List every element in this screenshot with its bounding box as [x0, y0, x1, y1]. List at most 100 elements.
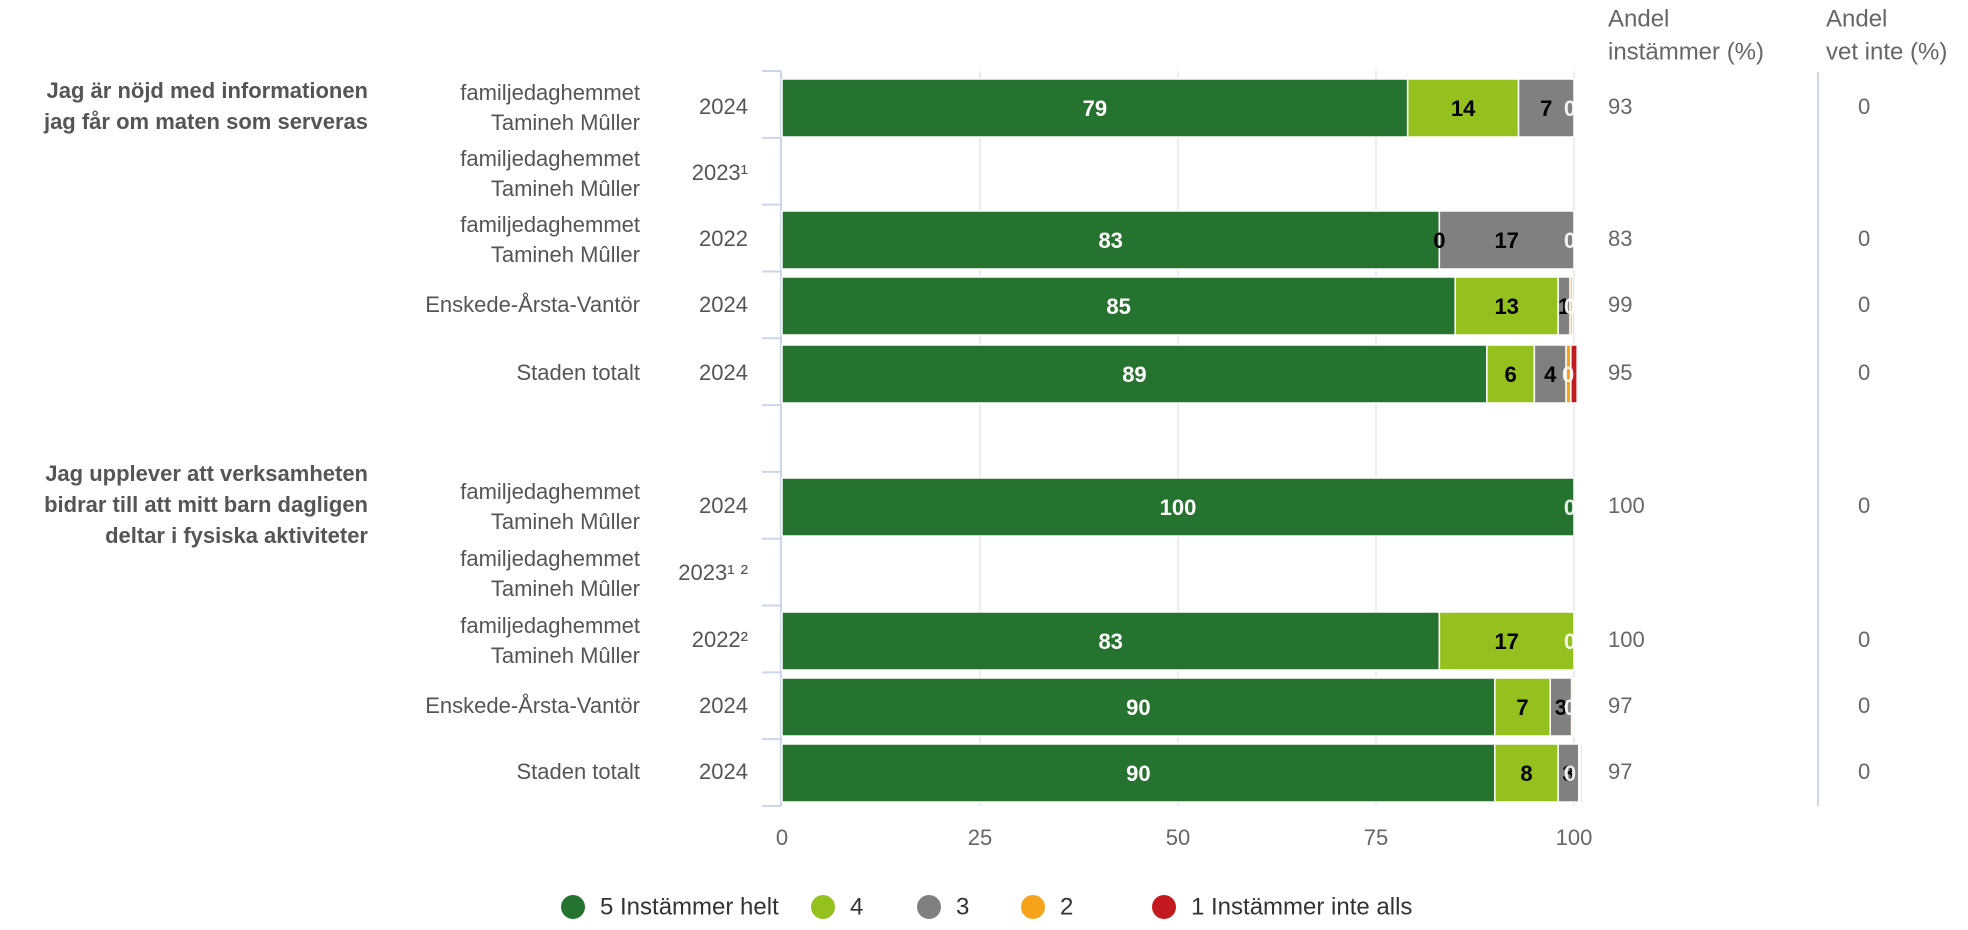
andel-vet-inte-value: 0 — [1858, 493, 1870, 518]
row-year-label: 2024 — [699, 693, 748, 718]
x-tick-label: 75 — [1364, 825, 1388, 850]
row-year-label: 2023¹ — [692, 160, 748, 185]
legend-label: 5 Instämmer helt — [600, 893, 779, 920]
row-year-label: 2022 — [699, 226, 748, 251]
andel-instammer-value: 93 — [1608, 94, 1632, 119]
bar-segment-4 — [1494, 743, 1559, 803]
andel-vet-inte-value: 0 — [1858, 292, 1870, 317]
row-unit-label: familjedaghemmet — [460, 479, 640, 504]
x-tick-label: 25 — [968, 825, 992, 850]
bar-segment-5 — [781, 677, 1496, 737]
row-year-label: 2024 — [699, 94, 748, 119]
row-year-label: 2022² — [692, 627, 748, 652]
bar-data-label: 17 — [1494, 629, 1518, 654]
bar-segment-3 — [1517, 78, 1575, 138]
bar-data-label: 14 — [1451, 96, 1476, 121]
row-unit-label: Enskede-Årsta-Vantör — [425, 292, 640, 317]
legend-marker-2 — [1021, 895, 1045, 919]
bar-segment-5 — [781, 344, 1488, 404]
bar-data-label: 100 — [1160, 495, 1197, 520]
bar-segment-5 — [781, 210, 1441, 270]
bar-data-label: 17 — [1494, 228, 1518, 253]
andel-instammer-value: 99 — [1608, 292, 1632, 317]
x-tick-label: 50 — [1166, 825, 1190, 850]
column-header: vet inte (%) — [1826, 38, 1947, 65]
bar-data-label: 90 — [1126, 761, 1150, 786]
bar-data-label: 0 — [1564, 761, 1576, 786]
andel-vet-inte-value: 0 — [1858, 759, 1870, 784]
row-year-label: 2024 — [699, 292, 748, 317]
bar-data-label: 0 — [1564, 294, 1576, 319]
legend-label: 4 — [850, 893, 863, 920]
bar-segment-3 — [1438, 210, 1575, 270]
legend-label: 3 — [956, 893, 969, 920]
bar-data-label: 0 — [1564, 495, 1576, 520]
question-title: Jag upplever att verksamheten — [45, 461, 368, 486]
andel-vet-inte-value: 0 — [1858, 693, 1870, 718]
question-title: bidrar till att mitt barn dagligen — [44, 492, 368, 517]
bar-data-label: 83 — [1098, 228, 1122, 253]
bar-segment-4 — [1494, 677, 1551, 737]
row-unit-label: familjedaghemmet — [460, 146, 640, 171]
bar-segment-5 — [781, 276, 1456, 336]
bar-data-label: 90 — [1126, 695, 1150, 720]
bar-segment-1 — [1571, 276, 1575, 336]
andel-instammer-value: 100 — [1608, 493, 1645, 518]
row-unit-label: Tamineh Mûller — [491, 110, 640, 135]
bar-data-label: 1 — [1558, 294, 1570, 319]
row-year-label: 2024 — [699, 759, 748, 784]
bar-segment-1 — [1570, 344, 1578, 404]
column-header: Andel — [1826, 5, 1887, 32]
bar-data-label: 0 — [1564, 96, 1576, 121]
x-tick-label: 100 — [1556, 825, 1593, 850]
column-header: Andel — [1608, 5, 1669, 32]
bar-segment-1 — [1572, 677, 1575, 737]
bar-data-label: 0 — [1564, 695, 1576, 720]
bar-data-label: 0 — [1564, 228, 1576, 253]
andel-instammer-value: 100 — [1608, 627, 1645, 652]
legend-label: 2 — [1060, 893, 1073, 920]
row-unit-label: Tamineh Mûller — [491, 576, 640, 601]
bar-data-label: 3 — [1555, 695, 1567, 720]
legend-marker-1 — [1152, 895, 1176, 919]
bar-data-label: 8 — [1520, 761, 1532, 786]
row-unit-label: familjedaghemmet — [460, 546, 640, 571]
question-title: jag får om maten som serveras — [43, 109, 368, 134]
bars — [781, 78, 1583, 803]
legend-label: 1 Instämmer inte alls — [1191, 893, 1412, 920]
row-unit-label: Staden totalt — [516, 360, 640, 385]
grid-lines — [762, 70, 1819, 807]
bar-data-label: 13 — [1494, 294, 1518, 319]
bar-segment-1 — [1579, 743, 1583, 803]
andel-instammer-value: 97 — [1608, 693, 1632, 718]
column-header: instämmer (%) — [1608, 38, 1764, 65]
row-unit-label: Tamineh Mûller — [491, 509, 640, 534]
legend-marker-3 — [917, 895, 941, 919]
bar-data-label: 0 — [1433, 228, 1445, 253]
bar-segment-5 — [781, 78, 1409, 138]
x-tick-label: 0 — [776, 825, 788, 850]
row-year-label: 2023¹ ² — [678, 560, 748, 585]
bar-data-label: 85 — [1106, 294, 1130, 319]
andel-vet-inte-value: 0 — [1858, 226, 1870, 251]
question-title: Jag är nöjd med informationen — [47, 78, 368, 103]
legend-marker-4 — [811, 895, 835, 919]
row-unit-label: familjedaghemmet — [460, 212, 640, 237]
legend-marker-5 — [561, 895, 585, 919]
bar-data-label: 3 — [1562, 761, 1574, 786]
andel-instammer-value: 95 — [1608, 360, 1632, 385]
legend[interactable]: 5 Instämmer helt 4 3 2 1 Instämmer inte alls — [561, 893, 1412, 920]
row-unit-label: Tamineh Mûller — [491, 242, 640, 267]
row-year-label: 2024 — [699, 360, 748, 385]
bar-data-label: 7 — [1516, 695, 1528, 720]
bar-data-label: 83 — [1098, 629, 1122, 654]
bar-data-label: 0 — [1564, 629, 1576, 654]
andel-vet-inte-value: 0 — [1858, 627, 1870, 652]
andel-instammer-value: 97 — [1608, 759, 1632, 784]
bar-data-label: 4 — [1544, 362, 1557, 387]
andel-instammer-value: 83 — [1608, 226, 1632, 251]
row-unit-label: Enskede-Årsta-Vantör — [425, 693, 640, 718]
row-unit-label: Tamineh Mûller — [491, 176, 640, 201]
